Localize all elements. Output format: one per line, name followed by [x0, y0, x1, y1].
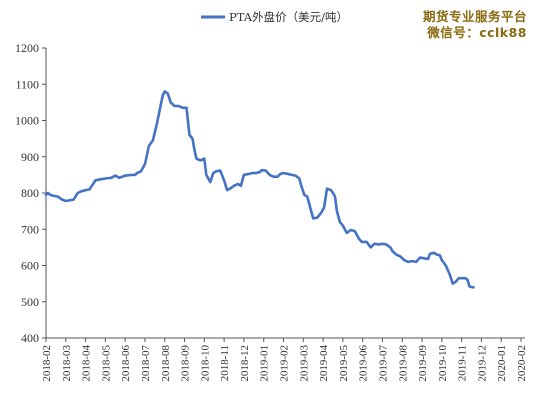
x-tick-label: 2019-04: [318, 345, 330, 382]
y-tick-label: 1000: [15, 114, 39, 128]
x-tick-label: 2018-08: [160, 345, 172, 382]
x-tick-label: 2018-11: [219, 345, 231, 381]
series-line-pta: [44, 90, 475, 289]
x-tick-label: 2020-01: [496, 345, 508, 382]
x-tick-label: 2018-02: [41, 345, 53, 382]
y-tick-label: 600: [21, 259, 39, 273]
x-tick-label: 2019-05: [338, 345, 350, 382]
x-tick-group: 2018-02 2018-03 2018-04 2018-05 2018-06 2018-…: [41, 338, 528, 382]
x-tick-label: 2019-09: [417, 345, 429, 382]
x-tick-label: 2018-05: [100, 345, 112, 382]
x-tick-label: 2020-02: [516, 345, 528, 382]
x-tick-label: 2018-06: [120, 345, 132, 382]
watermark-line-1: 期货专业服务平台: [422, 9, 527, 24]
watermark-line-2: 微信号：cclk88: [427, 25, 527, 40]
x-tick-label: 2018-10: [199, 345, 211, 382]
legend: PTA外盘价（美元/吨）: [201, 10, 348, 24]
y-tick-label: 700: [21, 222, 39, 236]
x-tick-label: 2018-12: [239, 345, 251, 382]
y-tick-label: 900: [21, 150, 39, 164]
y-tick-label: 800: [21, 186, 39, 200]
y-tick-group: 400 500 600 700 800 900 1000 1100 1200: [15, 41, 46, 345]
x-tick-label: 2018-07: [140, 345, 152, 382]
x-tick-label: 2019-02: [279, 345, 291, 382]
x-tick-label: 2019-01: [259, 345, 271, 382]
x-tick-label: 2019-11: [457, 345, 469, 381]
y-tick-label: 500: [21, 295, 39, 309]
x-tick-label: 2018-09: [180, 345, 192, 382]
y-tick-label: 400: [21, 331, 39, 345]
x-tick-label: 2018-04: [81, 345, 93, 382]
legend-label: PTA外盘价（美元/吨）: [229, 10, 348, 24]
x-tick-label: 2018-03: [61, 345, 73, 382]
y-tick-label: 1100: [15, 77, 39, 91]
x-tick-label: 2019-08: [397, 345, 409, 382]
x-tick-label: 2019-06: [358, 345, 370, 382]
y-tick-label: 1200: [15, 41, 39, 55]
x-tick-label: 2019-07: [377, 345, 389, 382]
x-tick-label: 2019-12: [476, 345, 488, 382]
x-tick-label: 2019-03: [298, 345, 310, 382]
x-tick-label: 2019-10: [437, 345, 449, 382]
